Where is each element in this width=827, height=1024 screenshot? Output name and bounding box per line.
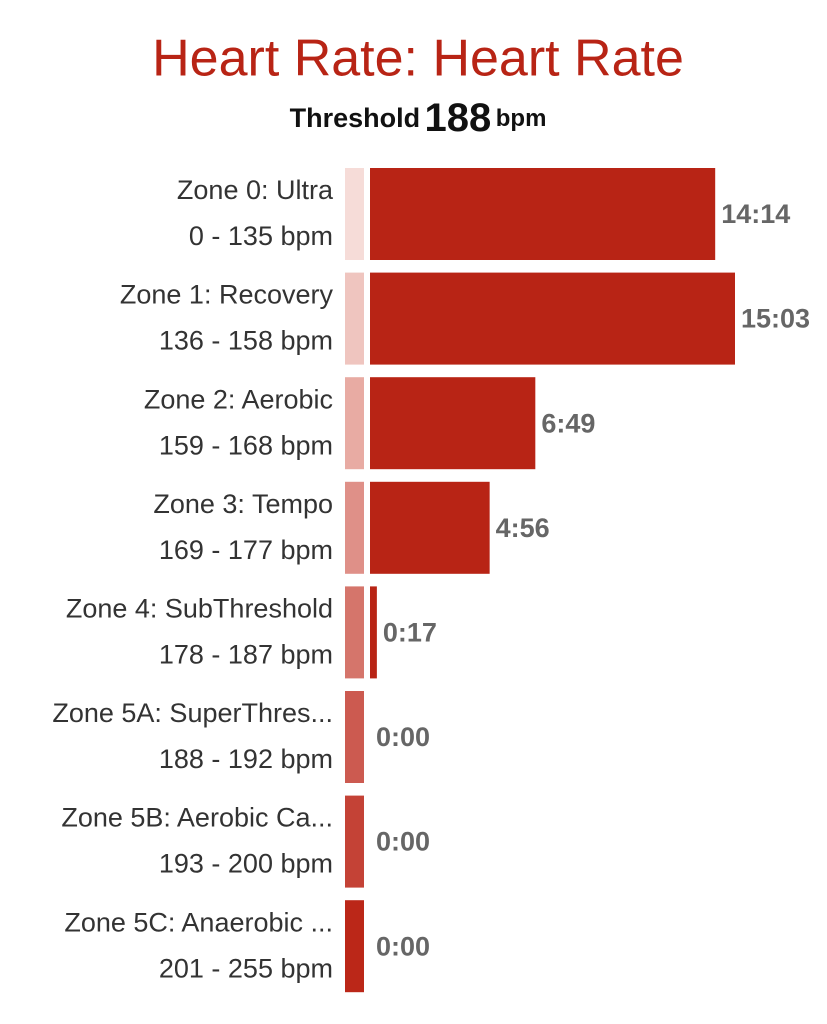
value-label: 6:49: [541, 408, 595, 438]
value-label: 0:00: [376, 931, 430, 961]
value-label: 14:14: [721, 199, 790, 229]
range-label: 159 - 168 bpm: [159, 430, 333, 460]
zone-swatch: [345, 586, 364, 679]
zone-swatch: [345, 795, 364, 888]
zone-swatch: [345, 168, 364, 260]
category-label: Zone 4: SubThreshold: [66, 594, 333, 624]
bar: [370, 586, 377, 679]
range-label: 0 - 135 bpm: [189, 221, 333, 251]
value-label: 4:56: [496, 513, 550, 543]
bar: [370, 377, 536, 470]
chart-subtitle: Threshold 188 bpm: [290, 96, 547, 140]
zone-swatch: [345, 691, 364, 783]
category-label: Zone 1: Recovery: [120, 280, 334, 310]
threshold-label: Threshold: [290, 103, 421, 133]
range-label: 193 - 200 bpm: [159, 849, 333, 879]
value-label: 0:00: [376, 722, 430, 752]
range-label: 188 - 192 bpm: [159, 744, 333, 774]
bar: [370, 272, 735, 365]
zone-swatch: [345, 481, 364, 574]
range-label: 136 - 158 bpm: [159, 326, 333, 356]
category-label: Zone 2: Aerobic: [144, 384, 333, 414]
zone-swatch: [345, 900, 364, 993]
threshold-value: 188: [425, 96, 492, 140]
zone-swatch: [345, 377, 364, 470]
bar: [370, 481, 490, 574]
range-label: 169 - 177 bpm: [159, 535, 333, 565]
value-label: 0:00: [376, 827, 430, 857]
bar: [370, 168, 716, 260]
category-label: Zone 0: Ultra: [177, 175, 334, 205]
category-label: Zone 3: Tempo: [153, 489, 333, 519]
value-label: 15:03: [741, 304, 810, 334]
category-label: Zone 5A: SuperThres...: [52, 698, 333, 728]
category-label: Zone 5B: Aerobic Ca...: [61, 803, 333, 833]
range-label: 178 - 187 bpm: [159, 640, 333, 670]
category-label: Zone 5C: Anaerobic ...: [64, 907, 333, 937]
threshold-unit: bpm: [496, 105, 547, 132]
value-label: 0:17: [383, 618, 437, 648]
zone-swatch: [345, 272, 364, 365]
range-label: 201 - 255 bpm: [159, 953, 333, 983]
chart-title: Heart Rate: Heart Rate: [152, 30, 684, 88]
